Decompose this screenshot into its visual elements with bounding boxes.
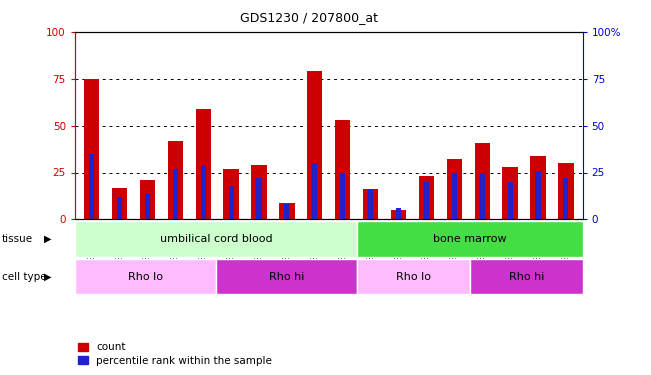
Bar bbox=[357, 221, 583, 257]
Bar bbox=[223, 169, 239, 219]
Bar bbox=[396, 208, 401, 219]
Text: umbilical cord blood: umbilical cord blood bbox=[159, 234, 272, 244]
Bar bbox=[391, 210, 406, 219]
Bar bbox=[145, 193, 150, 219]
Bar bbox=[480, 172, 485, 219]
Bar bbox=[84, 79, 99, 219]
Bar bbox=[475, 142, 490, 219]
Bar bbox=[419, 176, 434, 219]
Bar bbox=[503, 167, 518, 219]
Bar bbox=[279, 202, 294, 219]
Bar bbox=[201, 165, 206, 219]
Text: Rho hi: Rho hi bbox=[508, 272, 544, 282]
Bar bbox=[563, 178, 568, 219]
Bar bbox=[368, 189, 373, 219]
Bar bbox=[75, 259, 216, 294]
Text: ▶: ▶ bbox=[44, 234, 52, 244]
Bar bbox=[452, 172, 457, 219]
Bar bbox=[195, 109, 211, 219]
Bar bbox=[168, 141, 183, 219]
Bar bbox=[89, 154, 94, 219]
Bar bbox=[284, 204, 290, 219]
Text: GDS1230 / 207800_at: GDS1230 / 207800_at bbox=[240, 11, 378, 24]
Bar bbox=[536, 171, 540, 219]
Bar bbox=[558, 163, 574, 219]
Bar bbox=[508, 182, 512, 219]
Text: cell type: cell type bbox=[2, 272, 47, 282]
Bar bbox=[470, 259, 583, 294]
Bar bbox=[216, 259, 357, 294]
Bar bbox=[312, 163, 317, 219]
Bar bbox=[256, 178, 262, 219]
Bar bbox=[75, 221, 357, 257]
Bar bbox=[335, 120, 350, 219]
Bar bbox=[117, 197, 122, 219]
Bar bbox=[251, 165, 267, 219]
Bar bbox=[447, 159, 462, 219]
Text: tissue: tissue bbox=[2, 234, 33, 244]
Bar bbox=[340, 172, 345, 219]
Text: Rho lo: Rho lo bbox=[396, 272, 431, 282]
Bar bbox=[424, 182, 429, 219]
Bar bbox=[363, 189, 378, 219]
Bar bbox=[229, 186, 234, 219]
Bar bbox=[140, 180, 155, 219]
Text: bone marrow: bone marrow bbox=[433, 234, 506, 244]
Text: Rho hi: Rho hi bbox=[269, 272, 304, 282]
Bar bbox=[307, 71, 322, 219]
Bar bbox=[112, 188, 127, 219]
Bar bbox=[531, 156, 546, 219]
Legend: count, percentile rank within the sample: count, percentile rank within the sample bbox=[74, 338, 277, 370]
Text: ▶: ▶ bbox=[44, 272, 52, 282]
Bar bbox=[357, 259, 470, 294]
Bar bbox=[173, 169, 178, 219]
Text: Rho lo: Rho lo bbox=[128, 272, 163, 282]
